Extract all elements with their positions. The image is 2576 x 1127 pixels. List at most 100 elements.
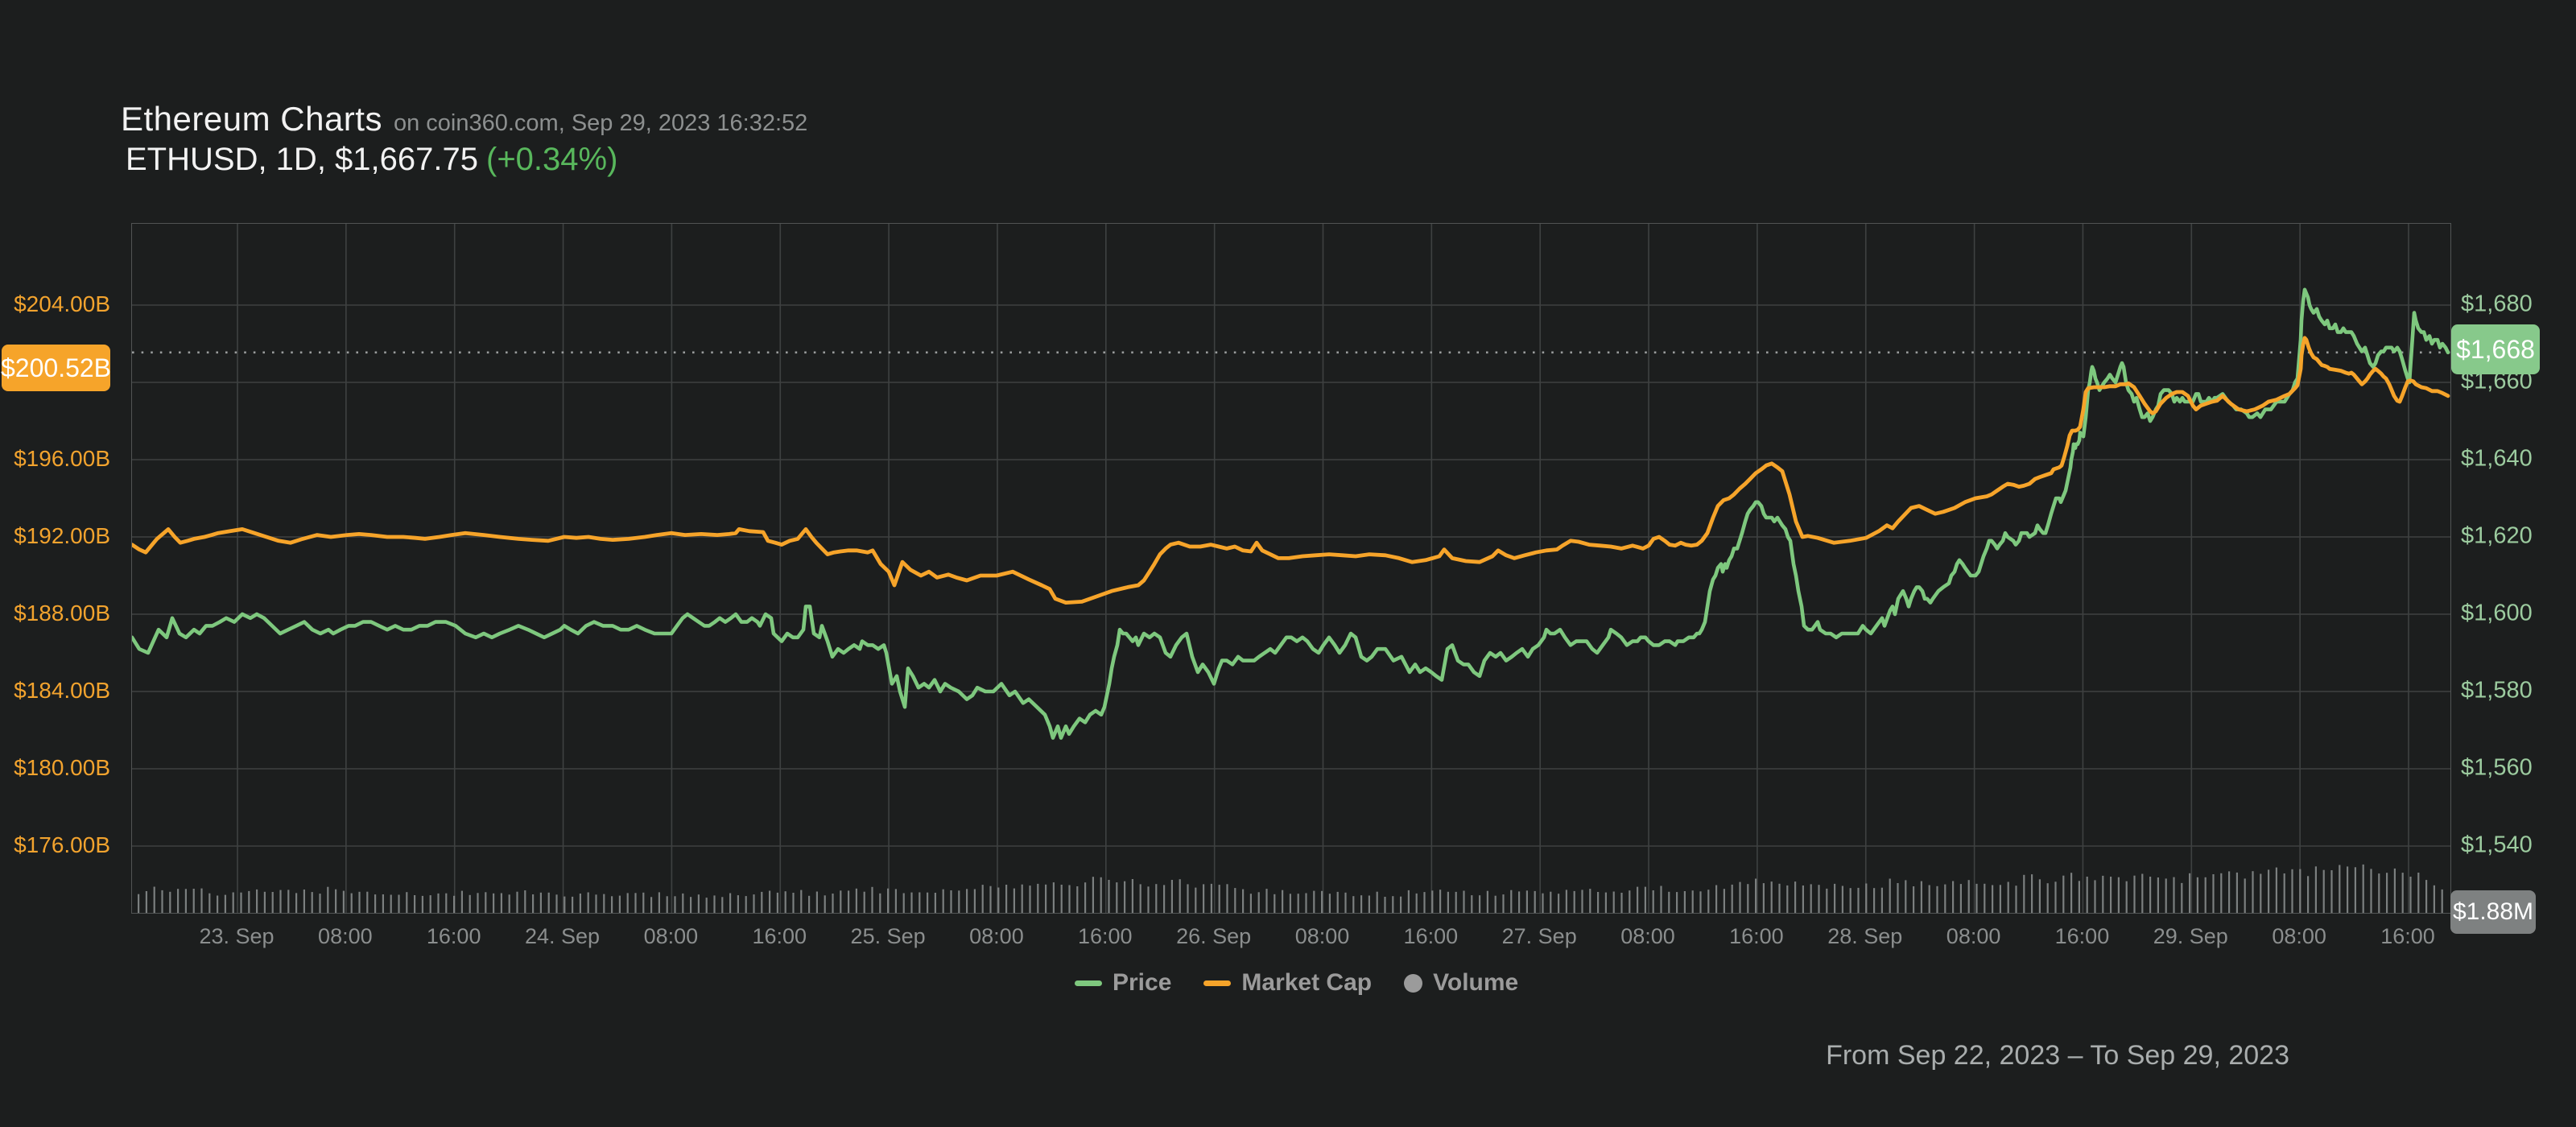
volume-bar bbox=[508, 894, 510, 913]
volume-bar bbox=[1471, 895, 1473, 913]
volume-bar bbox=[1707, 890, 1710, 913]
volume-bar bbox=[1037, 883, 1039, 913]
page-title: Ethereum Charts bbox=[121, 100, 382, 138]
volume-bar bbox=[1060, 885, 1063, 913]
volume-bar bbox=[366, 891, 369, 913]
volume-bar bbox=[1770, 881, 1773, 913]
legend-item-volume[interactable]: Volume bbox=[1404, 969, 1518, 997]
volume-bar bbox=[1092, 877, 1094, 913]
volume-bar bbox=[942, 889, 944, 913]
volume-bar bbox=[1242, 889, 1245, 913]
y-axis-right-label: $1,540 bbox=[2461, 832, 2533, 858]
volume-bar bbox=[1778, 883, 1781, 913]
volume-bar bbox=[2173, 877, 2175, 913]
volume-bar bbox=[1525, 890, 1528, 913]
x-axis-label: 08:00 bbox=[1294, 924, 1350, 948]
volume-bar bbox=[958, 890, 960, 913]
volume-bar bbox=[295, 893, 298, 913]
volume-bar bbox=[2228, 871, 2231, 913]
volume-bar bbox=[2307, 876, 2310, 913]
volume-bar bbox=[2386, 873, 2388, 913]
volume-bar bbox=[1045, 884, 1047, 913]
chart-canvas[interactable] bbox=[132, 224, 2450, 913]
legend-item-price[interactable]: Price bbox=[1075, 969, 1171, 997]
volume-bar bbox=[989, 886, 992, 913]
volume-bar bbox=[997, 887, 1000, 913]
volume-bar bbox=[1124, 881, 1126, 913]
volume-bar bbox=[1865, 883, 1868, 913]
y-axis-left-label: $204.00B bbox=[14, 291, 110, 316]
volume-bar bbox=[1786, 885, 1789, 913]
volume-bar bbox=[1723, 889, 1725, 913]
legend-label: Price bbox=[1113, 969, 1172, 996]
volume-bar bbox=[1652, 890, 1654, 913]
volume-bar bbox=[1699, 891, 1702, 913]
volume-bar bbox=[729, 893, 732, 913]
volume-bar bbox=[2378, 873, 2380, 913]
x-axis-label: 16:00 bbox=[1403, 924, 1459, 948]
x-axis-label: 16:00 bbox=[2054, 924, 2110, 948]
volume-bar bbox=[1013, 888, 1015, 913]
volume-bar bbox=[303, 890, 305, 913]
volume-bar bbox=[532, 894, 535, 913]
volume-bar bbox=[832, 894, 834, 913]
volume-bar bbox=[2220, 873, 2223, 913]
volume-bar bbox=[414, 895, 416, 913]
volume-bar bbox=[1439, 890, 1442, 913]
volume-bar bbox=[1518, 891, 1521, 913]
volume-bar bbox=[2433, 885, 2435, 913]
volume-bar bbox=[1637, 886, 1639, 913]
volume-bar bbox=[808, 895, 811, 913]
price-line bbox=[132, 287, 2450, 740]
market-cap-line bbox=[132, 336, 2450, 605]
volume-bar bbox=[2417, 873, 2420, 913]
volume-bar bbox=[500, 893, 502, 913]
volume-bar bbox=[1494, 895, 1496, 913]
volume-bar bbox=[547, 892, 550, 913]
volume-bar bbox=[1629, 890, 1631, 913]
volume-bar bbox=[587, 892, 589, 913]
volume-bar bbox=[855, 888, 857, 913]
volume-bar bbox=[1486, 890, 1488, 913]
volume-bar bbox=[335, 889, 337, 913]
volume-bar bbox=[713, 895, 716, 913]
volume-bar bbox=[1510, 890, 1513, 913]
volume-bar bbox=[2189, 873, 2191, 913]
volume-bar bbox=[1668, 891, 1670, 913]
volume-bar bbox=[2196, 877, 2198, 913]
volume-bar bbox=[1203, 884, 1205, 913]
volume-bar bbox=[745, 896, 747, 913]
volume-bar bbox=[1218, 885, 1220, 913]
volume-bar bbox=[2007, 881, 2009, 913]
footer-date-range: From Sep 22, 2023 – To Sep 29, 2023 bbox=[1826, 1040, 2289, 1071]
x-axis-label: 08:00 bbox=[969, 924, 1024, 948]
volume-bar bbox=[1139, 884, 1141, 913]
volume-bar bbox=[516, 891, 518, 913]
volume-bar bbox=[161, 890, 163, 913]
x-axis-label: 08:00 bbox=[1620, 924, 1675, 948]
volume-bar bbox=[469, 894, 471, 913]
volume-bar bbox=[2023, 874, 2025, 913]
volume-bar bbox=[2046, 883, 2049, 913]
volume-bar bbox=[1834, 883, 1836, 913]
volume-bar bbox=[485, 892, 487, 913]
volume-bar bbox=[1604, 892, 1607, 913]
volume-bar bbox=[2181, 882, 2183, 913]
volume-bar bbox=[184, 889, 187, 913]
volume-bar bbox=[1565, 890, 1567, 913]
volume-bar bbox=[784, 891, 786, 913]
volume-bar bbox=[1542, 893, 1544, 913]
volume-bar bbox=[2339, 865, 2341, 913]
volume-bar bbox=[445, 893, 448, 913]
volume-bar bbox=[398, 894, 400, 913]
volume-bar bbox=[927, 892, 929, 913]
legend-item-market-cap[interactable]: Market Cap bbox=[1203, 969, 1372, 997]
volume-bar bbox=[1550, 891, 1552, 913]
volume-bar bbox=[1336, 891, 1339, 913]
volume-bar bbox=[2322, 869, 2325, 913]
x-axis-label: 16:00 bbox=[2380, 924, 2435, 948]
volume-bar bbox=[263, 891, 266, 913]
volume-bar bbox=[224, 894, 226, 913]
chart-plot-area[interactable] bbox=[131, 223, 2451, 914]
volume-bar bbox=[871, 886, 873, 913]
